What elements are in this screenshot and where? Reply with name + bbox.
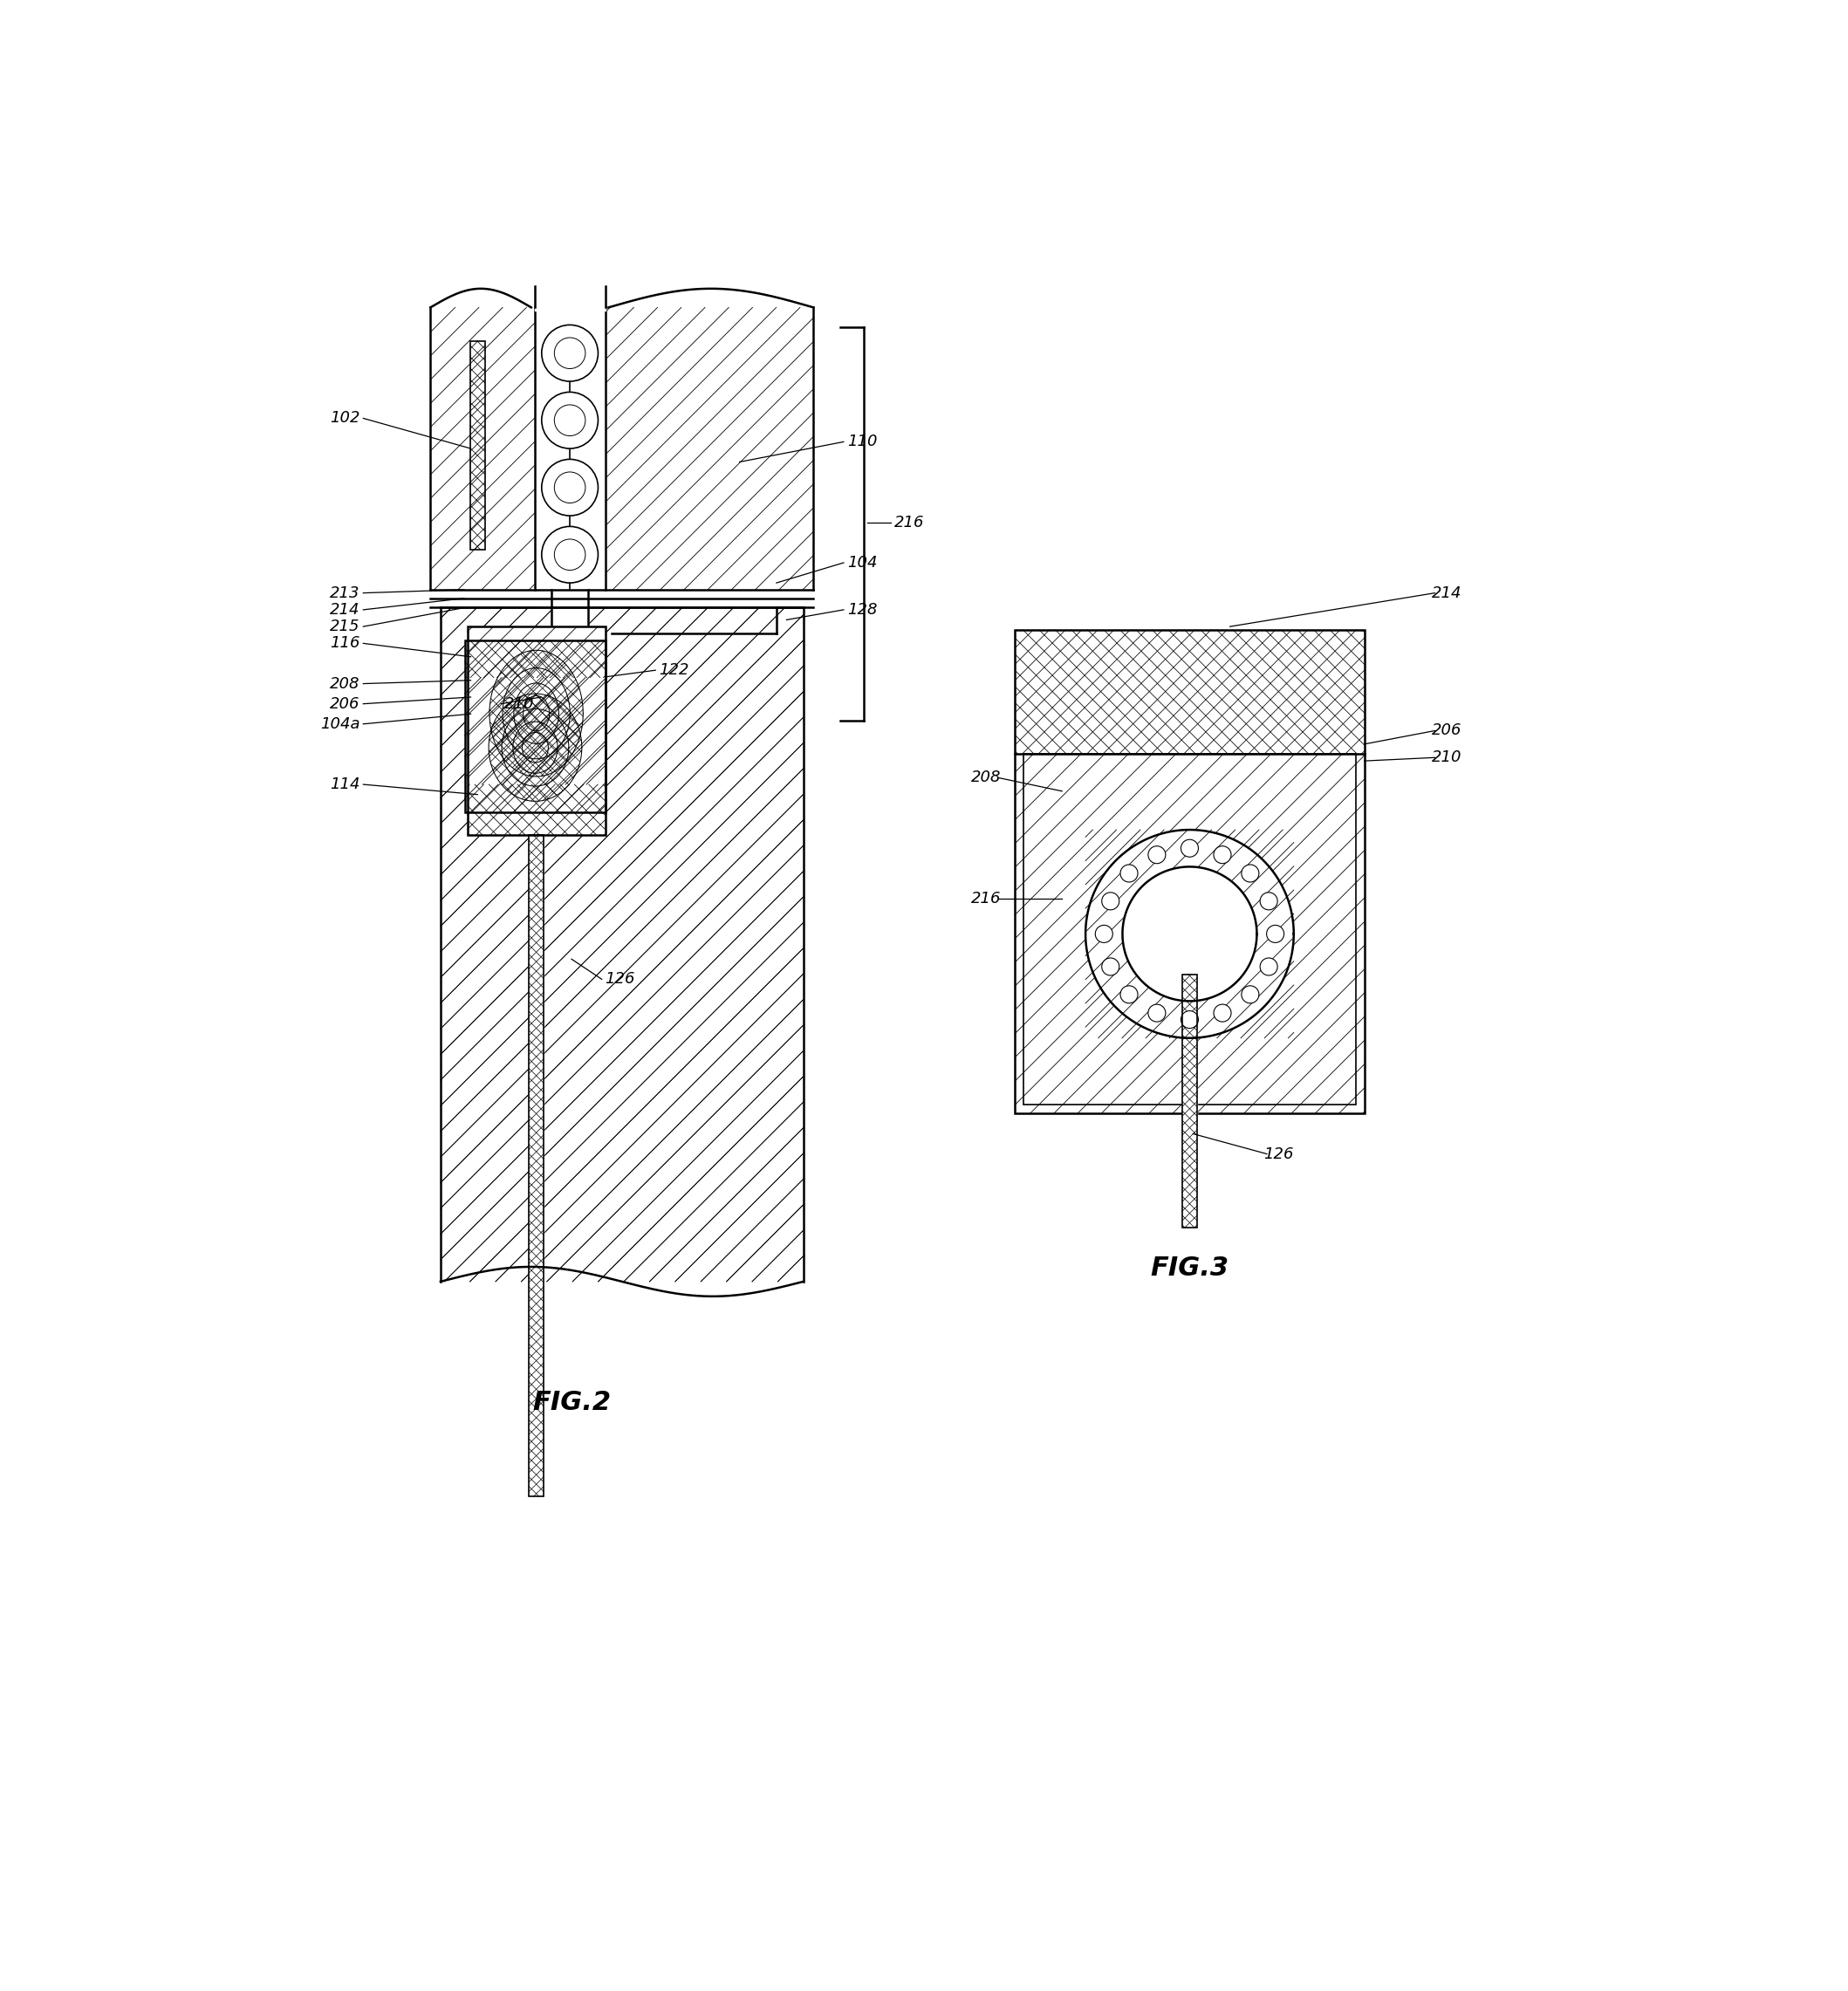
Text: FIG.3: FIG.3: [1149, 1256, 1229, 1280]
Text: 126: 126: [1264, 1147, 1294, 1163]
Text: FIG.2: FIG.2: [532, 1390, 612, 1416]
Polygon shape: [1015, 629, 1364, 1113]
Circle shape: [1260, 892, 1277, 910]
Text: 208: 208: [972, 771, 1002, 786]
Polygon shape: [1085, 830, 1294, 1037]
Text: 126: 126: [604, 972, 636, 988]
Bar: [1015, 629, 1364, 1113]
Circle shape: [1120, 986, 1138, 1003]
Text: 216: 216: [972, 890, 1002, 906]
Text: 104a: 104a: [320, 717, 360, 733]
Text: 110: 110: [846, 434, 878, 450]
Circle shape: [1148, 846, 1166, 864]
Circle shape: [541, 460, 599, 516]
Circle shape: [554, 540, 586, 569]
Circle shape: [1181, 840, 1198, 856]
Text: 208: 208: [329, 675, 360, 691]
Circle shape: [541, 325, 599, 382]
Circle shape: [1181, 1011, 1198, 1027]
Text: 213: 213: [329, 585, 360, 601]
Polygon shape: [464, 641, 606, 812]
Bar: [1183, 974, 1198, 1228]
Polygon shape: [534, 307, 604, 589]
Circle shape: [541, 526, 599, 583]
Text: 128: 128: [846, 601, 878, 617]
Circle shape: [1148, 1003, 1166, 1021]
Text: 206: 206: [1432, 723, 1462, 739]
Bar: [1024, 755, 1356, 1105]
Polygon shape: [551, 589, 588, 824]
Text: 210: 210: [1432, 751, 1462, 765]
Circle shape: [1120, 864, 1138, 882]
Circle shape: [1260, 958, 1277, 976]
Polygon shape: [468, 627, 604, 834]
Circle shape: [1096, 926, 1112, 942]
Text: 216: 216: [894, 514, 924, 530]
Bar: [469, 340, 484, 550]
Circle shape: [554, 404, 586, 436]
Circle shape: [554, 338, 586, 368]
Circle shape: [554, 472, 586, 504]
Polygon shape: [534, 285, 604, 311]
Text: 210: 210: [505, 697, 534, 711]
Text: 214: 214: [1432, 585, 1462, 601]
Text: 102: 102: [329, 410, 360, 426]
Text: 116: 116: [329, 635, 360, 651]
Text: 206: 206: [329, 697, 360, 711]
Circle shape: [1266, 926, 1284, 942]
Circle shape: [1242, 864, 1258, 882]
Text: 215: 215: [329, 619, 360, 635]
Bar: [468, 627, 604, 834]
Circle shape: [1214, 1003, 1231, 1021]
Text: 214: 214: [329, 601, 360, 617]
Circle shape: [1101, 958, 1120, 976]
Polygon shape: [440, 607, 804, 1282]
Polygon shape: [529, 834, 543, 1497]
Circle shape: [1214, 846, 1231, 864]
Text: 104: 104: [846, 555, 878, 571]
Bar: [529, 834, 543, 1497]
Polygon shape: [1183, 974, 1198, 1228]
Polygon shape: [1122, 866, 1257, 1001]
Circle shape: [1101, 892, 1120, 910]
Circle shape: [541, 392, 599, 448]
Text: 114: 114: [329, 776, 360, 792]
Text: 122: 122: [660, 663, 689, 679]
Bar: [464, 641, 606, 812]
Circle shape: [1242, 986, 1258, 1003]
